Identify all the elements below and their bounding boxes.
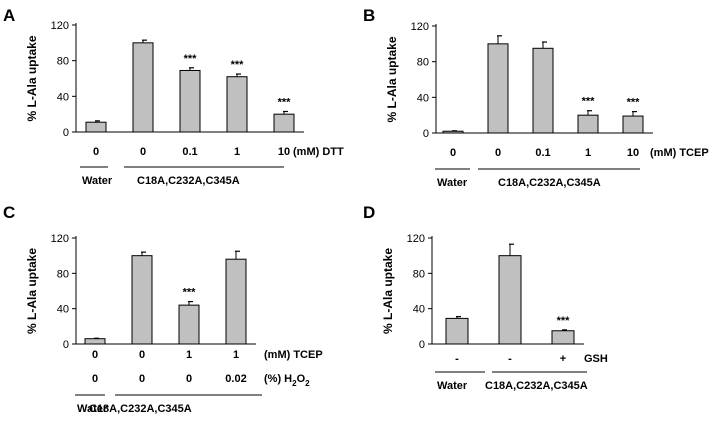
significance-label: *** <box>582 96 596 108</box>
y-tick-label: 80 <box>57 268 69 280</box>
condition-unit-subscript: 2 <box>292 379 297 388</box>
condition-value: 10 <box>627 147 639 159</box>
group-label: C18A,C232A,C345A <box>89 403 192 415</box>
y-tick-label: 80 <box>413 268 425 280</box>
y-axis-title: % L-Ala uptake <box>385 36 399 122</box>
bar <box>487 43 509 134</box>
condition-unit-subscript: 2 <box>305 379 310 388</box>
condition-unit-text: (mM) DTT <box>293 146 344 158</box>
bar <box>84 338 106 345</box>
y-tick-label: 40 <box>413 304 425 316</box>
panel-label: D <box>363 203 375 222</box>
significance-label: *** <box>557 315 571 327</box>
panel-a: A 0 40 80 120 % L-Ala uptake *** *** *** 0 0 0.1 1 10… <box>3 6 344 187</box>
bar <box>532 47 554 134</box>
condition-value: 0 <box>186 373 192 385</box>
condition-value: - <box>455 353 459 365</box>
condition-unit-text: (%) H <box>264 373 292 385</box>
condition-value: 0.02 <box>225 373 246 385</box>
group-label: Water <box>437 177 468 189</box>
condition-value: 0 <box>140 146 146 158</box>
y-tick-label: 120 <box>411 21 429 33</box>
y-tick-label: 0 <box>63 127 69 139</box>
bar <box>273 113 295 133</box>
bar <box>226 76 248 133</box>
condition-unit: (%) H2O2 <box>264 373 310 388</box>
y-tick-label: 0 <box>63 339 69 351</box>
y-tick-label: 40 <box>57 91 69 103</box>
group-label: Water <box>77 403 108 415</box>
panel-label: C <box>3 203 15 222</box>
condition-value: 1 <box>585 147 591 159</box>
condition-unit: (mM) DTT <box>293 146 344 158</box>
condition-value: 0 <box>495 147 501 159</box>
bar <box>551 330 575 345</box>
panel-c: C 0 40 80 120 % L-Ala uptake *** 0 0 1 1 (mM) TCEP 0… <box>3 203 323 415</box>
panel-label: B <box>363 6 375 25</box>
bar <box>225 258 247 345</box>
condition-unit: (mM) TCEP <box>264 349 323 361</box>
y-tick-label: 120 <box>407 233 425 245</box>
panel-b: B 0 40 80 120 % L-Ala uptake *** *** 0 0 0.1 1 10 (mM… <box>363 6 709 189</box>
group-label: Water <box>437 380 468 392</box>
condition-unit: (mM) TCEP <box>650 147 709 159</box>
condition-value: - <box>508 353 512 365</box>
y-tick-label: 40 <box>57 304 69 316</box>
significance-label: *** <box>183 287 197 299</box>
bar <box>85 121 107 133</box>
panel-label: A <box>3 6 15 25</box>
condition-value: + <box>560 353 566 365</box>
significance-label: *** <box>184 53 198 65</box>
bar <box>498 255 522 345</box>
condition-unit-text: (mM) TCEP <box>264 349 323 361</box>
bar <box>131 255 153 345</box>
condition-value: 0 <box>450 147 456 159</box>
bar <box>442 130 464 134</box>
condition-value: 10 <box>278 146 290 158</box>
condition-value: 0.1 <box>182 146 197 158</box>
significance-label: *** <box>627 97 641 109</box>
condition-value: 0 <box>93 146 99 158</box>
condition-value: 0 <box>92 373 98 385</box>
condition-unit-text: GSH <box>584 353 608 365</box>
condition-value: 0.1 <box>535 147 550 159</box>
bar <box>622 115 644 134</box>
condition-value: 1 <box>233 349 239 361</box>
bar <box>445 317 469 345</box>
y-tick-label: 120 <box>51 20 69 32</box>
y-tick-label: 0 <box>419 339 425 351</box>
group-label: Water <box>82 175 113 187</box>
bar <box>577 114 599 134</box>
y-tick-label: 0 <box>423 128 429 140</box>
condition-value: 1 <box>234 146 240 158</box>
group-label: C18A,C232A,C345A <box>498 177 601 189</box>
group-label: C18A,C232A,C345A <box>137 175 240 187</box>
condition-value: 0 <box>139 373 145 385</box>
bar <box>178 304 200 345</box>
condition-value: 0 <box>139 349 145 361</box>
y-axis-title: % L-Ala uptake <box>25 248 39 334</box>
y-tick-label: 40 <box>417 92 429 104</box>
condition-unit-text: (mM) TCEP <box>650 147 709 159</box>
y-tick-label: 80 <box>57 56 69 68</box>
condition-unit-text: O <box>297 373 306 385</box>
condition-unit: GSH <box>584 353 608 365</box>
bar <box>179 69 201 133</box>
condition-value: 0 <box>92 349 98 361</box>
y-tick-label: 80 <box>417 57 429 69</box>
y-axis-title: % L-Ala uptake <box>25 35 39 121</box>
bar <box>132 42 154 133</box>
panel-d: D 0 40 80 120 % L-Ala uptake *** - - + GSH Water C18… <box>363 203 608 392</box>
y-axis-title: % L-Ala uptake <box>381 248 395 334</box>
group-label: C18A,C232A,C345A <box>485 380 588 392</box>
significance-label: *** <box>231 59 245 71</box>
condition-value: 1 <box>186 349 192 361</box>
y-tick-label: 120 <box>51 233 69 245</box>
significance-label: *** <box>278 96 292 108</box>
